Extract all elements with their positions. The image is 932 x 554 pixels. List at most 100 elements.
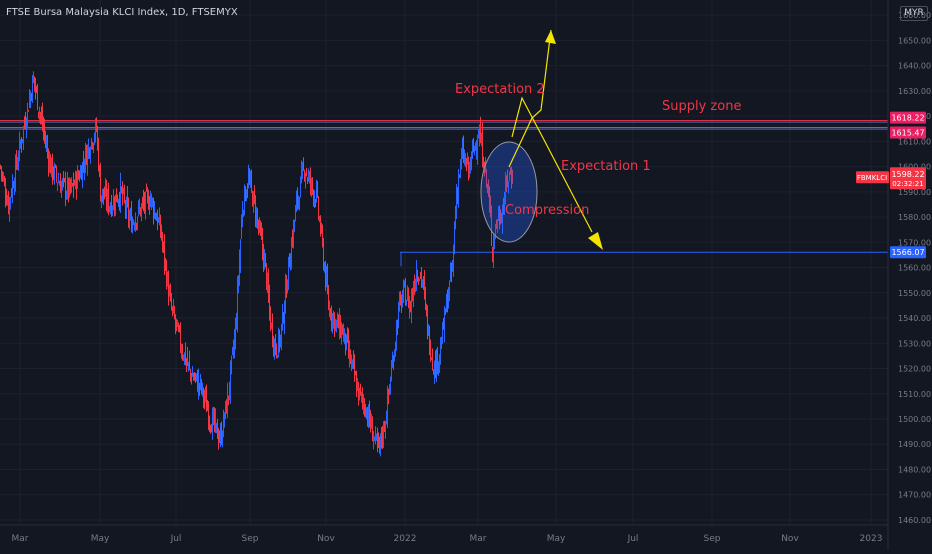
candle-body <box>323 243 324 267</box>
candle-body <box>401 296 402 309</box>
supply-zone-label[interactable]: Supply zone <box>662 99 741 114</box>
candle-body <box>440 344 441 361</box>
candle-body <box>198 378 199 391</box>
annotations[interactable]: Expectation 2 Supply zone Expectation 1 … <box>455 29 741 250</box>
candle-body <box>278 331 279 356</box>
candle-body <box>27 104 28 120</box>
candle-body <box>89 148 90 156</box>
candle-body <box>329 306 330 314</box>
candle-body <box>316 187 317 201</box>
candle-body <box>49 157 50 172</box>
candle-body <box>230 365 231 395</box>
candle-body <box>214 409 215 427</box>
candle-body <box>103 188 104 197</box>
candle-body <box>175 318 176 325</box>
candle-body <box>264 256 265 270</box>
candle-body <box>50 157 51 174</box>
support-price-badge[interactable] <box>890 246 926 259</box>
candle-body <box>128 202 129 220</box>
candle-body <box>221 429 222 443</box>
candle-body <box>362 394 363 400</box>
candle-body <box>151 194 152 202</box>
candle-body <box>58 181 59 183</box>
y-tick-label: 1580.00 <box>898 213 931 222</box>
candle-body <box>296 196 297 206</box>
candle-body <box>82 162 83 186</box>
candle-body <box>197 376 198 391</box>
candle-body <box>42 111 43 128</box>
candle-body <box>265 253 266 261</box>
candle-body <box>469 163 470 175</box>
candles <box>0 71 513 457</box>
candle-body <box>303 166 304 168</box>
grid <box>0 0 888 525</box>
candle-body <box>261 231 262 238</box>
candle-body <box>346 335 347 350</box>
compression-label[interactable]: Compression <box>505 203 589 218</box>
candle-body <box>25 120 26 128</box>
candle-body <box>30 93 31 104</box>
candle-body <box>242 209 243 225</box>
candle-body <box>384 422 385 432</box>
y-tick-label: 1590.00 <box>898 188 931 197</box>
candle-body <box>225 401 226 415</box>
candle-body <box>127 193 128 206</box>
candle-body <box>418 281 419 283</box>
expectation-1-arrowhead <box>588 232 603 250</box>
candle-body <box>439 354 440 365</box>
level-badge-label: 1618.22 <box>891 114 924 123</box>
candle-body <box>497 224 498 226</box>
expectation-1-label[interactable]: Expectation 1 <box>561 159 651 174</box>
candle-body <box>305 174 306 180</box>
candle-body <box>400 294 401 299</box>
countdown-label: 02:32:21 <box>892 180 923 188</box>
candle-body <box>445 310 446 315</box>
supply-price-badge[interactable] <box>890 126 926 139</box>
symbol-badge[interactable] <box>856 171 889 184</box>
candle-body <box>70 179 71 191</box>
candle-body <box>503 205 504 208</box>
candle-body <box>335 320 336 326</box>
candle-body <box>454 228 455 252</box>
candle-body <box>283 313 284 322</box>
level-badge-label: 1615.47 <box>891 129 924 138</box>
candle-body <box>403 285 404 294</box>
expectation-1-path[interactable] <box>511 96 593 233</box>
candle-body <box>326 275 327 286</box>
candle-body <box>59 184 60 186</box>
candle-body <box>254 190 255 200</box>
last-price-badge[interactable] <box>890 167 926 190</box>
candle-body <box>295 207 296 222</box>
candle-body <box>130 214 131 216</box>
candle-body <box>163 242 164 246</box>
candle-body <box>120 181 121 207</box>
expectation-2-path[interactable] <box>508 29 552 168</box>
candle-body <box>17 164 18 169</box>
supply-price-badge[interactable] <box>890 111 926 124</box>
compression-ellipse[interactable] <box>480 141 538 243</box>
x-tick-label: 2023 <box>860 534 883 544</box>
price-badges[interactable]: 1618.22 1615.47 1566.07 FBMKLCI 1598.2202:32… <box>856 111 926 259</box>
candle-body <box>43 124 44 132</box>
candle-body <box>73 179 74 189</box>
candle-body <box>116 188 117 202</box>
expectation-2-label[interactable]: Expectation 2 <box>455 82 545 97</box>
candle-body <box>349 349 350 358</box>
candle-body <box>35 81 36 91</box>
candle-body <box>512 177 513 182</box>
candle-body <box>167 274 168 286</box>
candle-body <box>84 167 85 171</box>
candle-body <box>69 180 70 195</box>
currency-button[interactable]: MYR <box>900 6 928 21</box>
candle-body <box>40 113 41 116</box>
candle-body <box>251 174 252 188</box>
candle-body <box>386 420 387 425</box>
candle-body <box>146 186 147 192</box>
candle-body <box>442 323 443 343</box>
candle-body <box>510 173 511 175</box>
candle-body <box>107 192 108 205</box>
horizontal-levels[interactable] <box>0 120 888 267</box>
